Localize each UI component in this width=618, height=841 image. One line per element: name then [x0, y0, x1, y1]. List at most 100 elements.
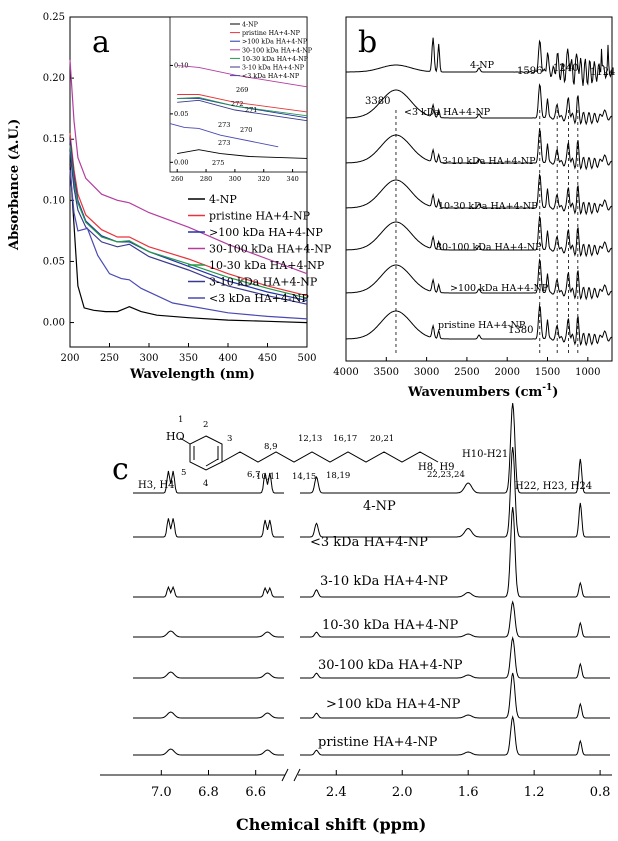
- annotation: 1124: [590, 67, 615, 78]
- inset-y-tick-label: 0.00: [174, 158, 188, 166]
- trace-label: 30-100 kDa HA+4-NP: [318, 658, 463, 673]
- panel-a-legend: 4-NP pristine HA+4-NP >100 kDa HA+4-NP 30-1…: [188, 193, 332, 305]
- structure-label: 16,17: [333, 434, 357, 444]
- panel-b-trace-labels: 4-NP <3 kDa HA+4-NP 3-10 kDa HA+4-NP 10-30 …: [404, 60, 549, 331]
- structure-label: HO: [166, 430, 185, 443]
- panel-c-x-axis: 7.0 6.8 6.6 2.4 2.0 1.6 1.2 0.8: [100, 768, 612, 800]
- annotation: 1380: [508, 325, 533, 336]
- inset-x-tick-label: 340: [286, 175, 298, 183]
- series-line: [69, 145, 308, 299]
- x-tick-label: 1500: [535, 367, 560, 378]
- annotation: 3380: [365, 96, 390, 107]
- ftir-spectrum: [346, 37, 613, 86]
- axis-break-mark: [293, 768, 301, 782]
- structure-label: 14,15: [292, 472, 316, 482]
- x-tick-label: 1000: [575, 367, 600, 378]
- trace-label: <3 kDa HA+4-NP: [310, 535, 428, 550]
- inset-x-tick-label: 260: [171, 175, 183, 183]
- x-tick-label: 250: [100, 353, 119, 364]
- nmr-spectrum-left: [133, 748, 284, 756]
- nmr-spectrum-right: [300, 600, 610, 638]
- x-tick-label: 4000: [333, 367, 358, 378]
- x-tick-label: 2500: [454, 367, 479, 378]
- inset-series-line: [169, 123, 279, 148]
- nmr-spectrum-left: [133, 671, 284, 679]
- series-line: [69, 169, 308, 320]
- trace-label: >100 kDa HA+4-NP: [326, 697, 461, 712]
- panel-b-ftir: 4000 3500 3000 2500 2000 1500 1000 4-NP <3 kDa …: [333, 16, 615, 400]
- ftir-spectrum: [346, 83, 613, 126]
- nmr-spectrum-right: [300, 636, 610, 679]
- x-tick-label: 6.6: [245, 785, 266, 800]
- panel-letter-c: c: [112, 452, 129, 487]
- x-tick-label: 7.0: [151, 785, 172, 800]
- inset-legend-entry: >100 kDa HA+4-NP: [242, 39, 308, 46]
- legend-entry: 30-100 kDa HA+4-NP: [209, 243, 332, 256]
- inset-legend-entry: 3-10 kDa HA+4-NP: [242, 65, 305, 72]
- inset-series-line: [177, 96, 308, 117]
- inset-peak-label: 270: [240, 126, 252, 134]
- x-tick-label: 2.0: [392, 785, 413, 800]
- panel-c-nmr: HO 1 2 3 4 5 6,7 8,9 10,11 12,13 14,15 16,17 18,19 20…: [100, 402, 612, 834]
- inset-peak-label: 272: [231, 100, 243, 108]
- inset-series-line: [177, 99, 308, 122]
- y-tick-label: 0.10: [43, 195, 65, 206]
- nmr-spectrum-right: [300, 446, 610, 538]
- panel-a-series-lines: [69, 59, 308, 324]
- legend-entry: 10-30 kDa HA+4-NP: [209, 259, 325, 272]
- nmr-spectrum-right: [300, 672, 610, 719]
- x-tick-label: 500: [297, 353, 316, 364]
- y-tick-label: 0.00: [43, 318, 65, 329]
- nmr-spectrum-right: [300, 506, 610, 598]
- x-tick-label: 2000: [494, 367, 519, 378]
- inset-peak-label: 273: [218, 139, 230, 147]
- panel-c-molecule-structure: HO 1 2 3 4 5 6,7 8,9 10,11 12,13 14,15 16,17 18,19 20…: [166, 415, 465, 489]
- trace-label: 4-NP: [470, 60, 495, 71]
- legend-entry: >100 kDa HA+4-NP: [209, 226, 323, 239]
- inset-series-line: [177, 97, 308, 119]
- nmr-spectrum-right: [300, 715, 610, 756]
- trace-label: 3-10 kDa HA+4-NP: [442, 156, 536, 167]
- x-tick-label: 200: [60, 353, 79, 364]
- panel-c-peak-labels: H3, H4 H8, H9 H10-H21 H22, H23, H24: [138, 449, 592, 492]
- inset-legend-entry: <3 kDa HA+4-NP: [242, 73, 300, 80]
- x-tick-label: 3000: [414, 367, 439, 378]
- inset-series-line: [177, 94, 308, 113]
- trace-label: pristine HA+4-NP: [438, 320, 526, 331]
- trace-label: 4-NP: [363, 499, 396, 514]
- structure-label: 12,13: [298, 434, 322, 444]
- structure-label: 1: [178, 415, 183, 425]
- structure-label: 10,11: [256, 472, 280, 482]
- inset-peak-label: 275: [212, 159, 224, 167]
- series-line: [69, 151, 308, 305]
- annotation: 1240: [553, 63, 578, 74]
- ftir-spectrum: [346, 258, 613, 301]
- ftir-spectrum: [346, 304, 613, 347]
- peak-label: H3, H4: [138, 480, 175, 491]
- x-tick-label: 350: [179, 353, 198, 364]
- trace-label: >100 kDa HA+4-NP: [450, 283, 549, 294]
- legend-entry: 4-NP: [209, 193, 237, 206]
- panel-c-trace-labels: 4-NP <3 kDa HA+4-NP 3-10 kDa HA+4-NP 10-30 …: [310, 499, 463, 750]
- ftir-spectrum: [346, 215, 613, 258]
- nmr-spectrum-left: [133, 585, 284, 598]
- nmr-spectrum-left: [133, 630, 284, 638]
- nmr-spectrum-right: [300, 402, 610, 494]
- legend-entry: 3-10 kDa HA+4-NP: [209, 276, 318, 289]
- panel-b-reference-lines: [395, 110, 579, 355]
- panel-b-spectra: [346, 37, 613, 347]
- inset-y-tick-label: 0.05: [174, 110, 188, 118]
- benzene-ring: [189, 435, 223, 471]
- x-tick-label: 6.8: [198, 785, 219, 800]
- inset-peak-label: 271: [245, 106, 257, 114]
- inset-legend-entry: 10-30 kDa HA+4-NP: [242, 56, 309, 63]
- panel-b-annotations: 3380 1596 1240 1124 1380: [365, 63, 615, 336]
- annotation: 1596: [517, 66, 542, 77]
- double-bond: [205, 458, 219, 467]
- nmr-spectrum-left: [133, 470, 284, 494]
- panel-letter-a: a: [92, 25, 110, 60]
- oh-bond: [179, 437, 191, 445]
- series-line: [69, 163, 308, 324]
